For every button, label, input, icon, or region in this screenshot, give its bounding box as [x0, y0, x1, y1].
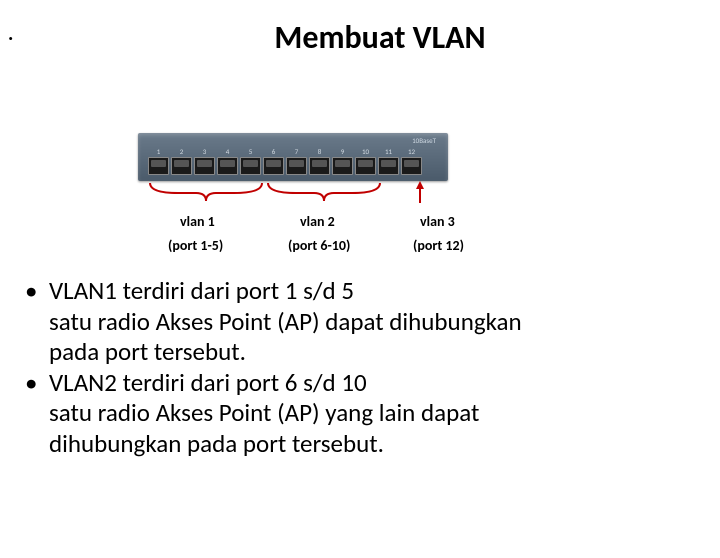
port-strip: 123456789101112 — [148, 157, 422, 175]
port-number-7: 7 — [287, 147, 306, 156]
bullet-2-line-3: dihubungkan pada port tersebut. — [49, 429, 685, 460]
ethernet-port-3: 3 — [194, 157, 215, 175]
ethernet-port-11: 11 — [378, 157, 399, 175]
bullet-1: • VLAN1 terdiri dari port 1 s/d 5 — [25, 276, 685, 307]
vlan2-range: (port 6-10) — [288, 237, 350, 254]
port-number-9: 9 — [333, 147, 352, 156]
bullet-1-line-3: pada port tersebut. — [49, 337, 685, 368]
switch-diagram: 10BaseT 123456789101112 — [138, 133, 448, 181]
bullet-2: • VLAN2 terdiri dari port 6 s/d 10 — [25, 368, 685, 399]
ethernet-port-9: 9 — [332, 157, 353, 175]
port-number-1: 1 — [149, 147, 168, 156]
ethernet-port-6: 6 — [263, 157, 284, 175]
corner-dot: . — [8, 22, 13, 46]
bullet-2-line-1: VLAN2 terdiri dari port 6 s/d 10 — [49, 368, 685, 399]
port-number-2: 2 — [172, 147, 191, 156]
port-number-8: 8 — [310, 147, 329, 156]
bullet-1-line-1: VLAN1 terdiri dari port 1 s/d 5 — [49, 276, 685, 307]
ethernet-port-10: 10 — [355, 157, 376, 175]
switch-body: 10BaseT 123456789101112 — [138, 133, 448, 181]
ethernet-port-5: 5 — [240, 157, 261, 175]
ethernet-port-12: 12 — [401, 157, 422, 175]
vlan1-name: vlan 1 — [180, 213, 215, 230]
ethernet-port-1: 1 — [148, 157, 169, 175]
switch-model-label: 10BaseT — [412, 136, 436, 145]
vlan2-name: vlan 2 — [300, 213, 335, 230]
port-number-11: 11 — [379, 147, 398, 156]
ethernet-port-7: 7 — [286, 157, 307, 175]
bullet-mark: • — [25, 276, 49, 307]
port-number-10: 10 — [356, 147, 375, 156]
vlan3-range: (port 12) — [413, 237, 464, 254]
port-number-5: 5 — [241, 147, 260, 156]
page-title: Membuat VLAN — [40, 18, 720, 57]
bullet-mark: • — [25, 368, 49, 399]
vlan1-range: (port 1-5) — [168, 237, 223, 254]
bracket-vlan2 — [268, 183, 380, 201]
port-number-12: 12 — [402, 147, 421, 156]
bullet-list: • VLAN1 terdiri dari port 1 s/d 5 satu r… — [25, 276, 685, 459]
port-number-4: 4 — [218, 147, 237, 156]
bracket-vlan1 — [150, 183, 262, 201]
vlan3-name: vlan 3 — [420, 213, 455, 230]
ethernet-port-8: 8 — [309, 157, 330, 175]
vlan-brackets — [138, 181, 458, 211]
ethernet-port-2: 2 — [171, 157, 192, 175]
port-number-6: 6 — [264, 147, 283, 156]
bullet-1-line-2: satu radio Akses Point (AP) dapat dihubu… — [49, 307, 685, 338]
port-number-3: 3 — [195, 147, 214, 156]
arrow-vlan3-head — [416, 181, 424, 189]
bullet-2-line-2: satu radio Akses Point (AP) yang lain da… — [49, 398, 685, 429]
ethernet-port-4: 4 — [217, 157, 238, 175]
